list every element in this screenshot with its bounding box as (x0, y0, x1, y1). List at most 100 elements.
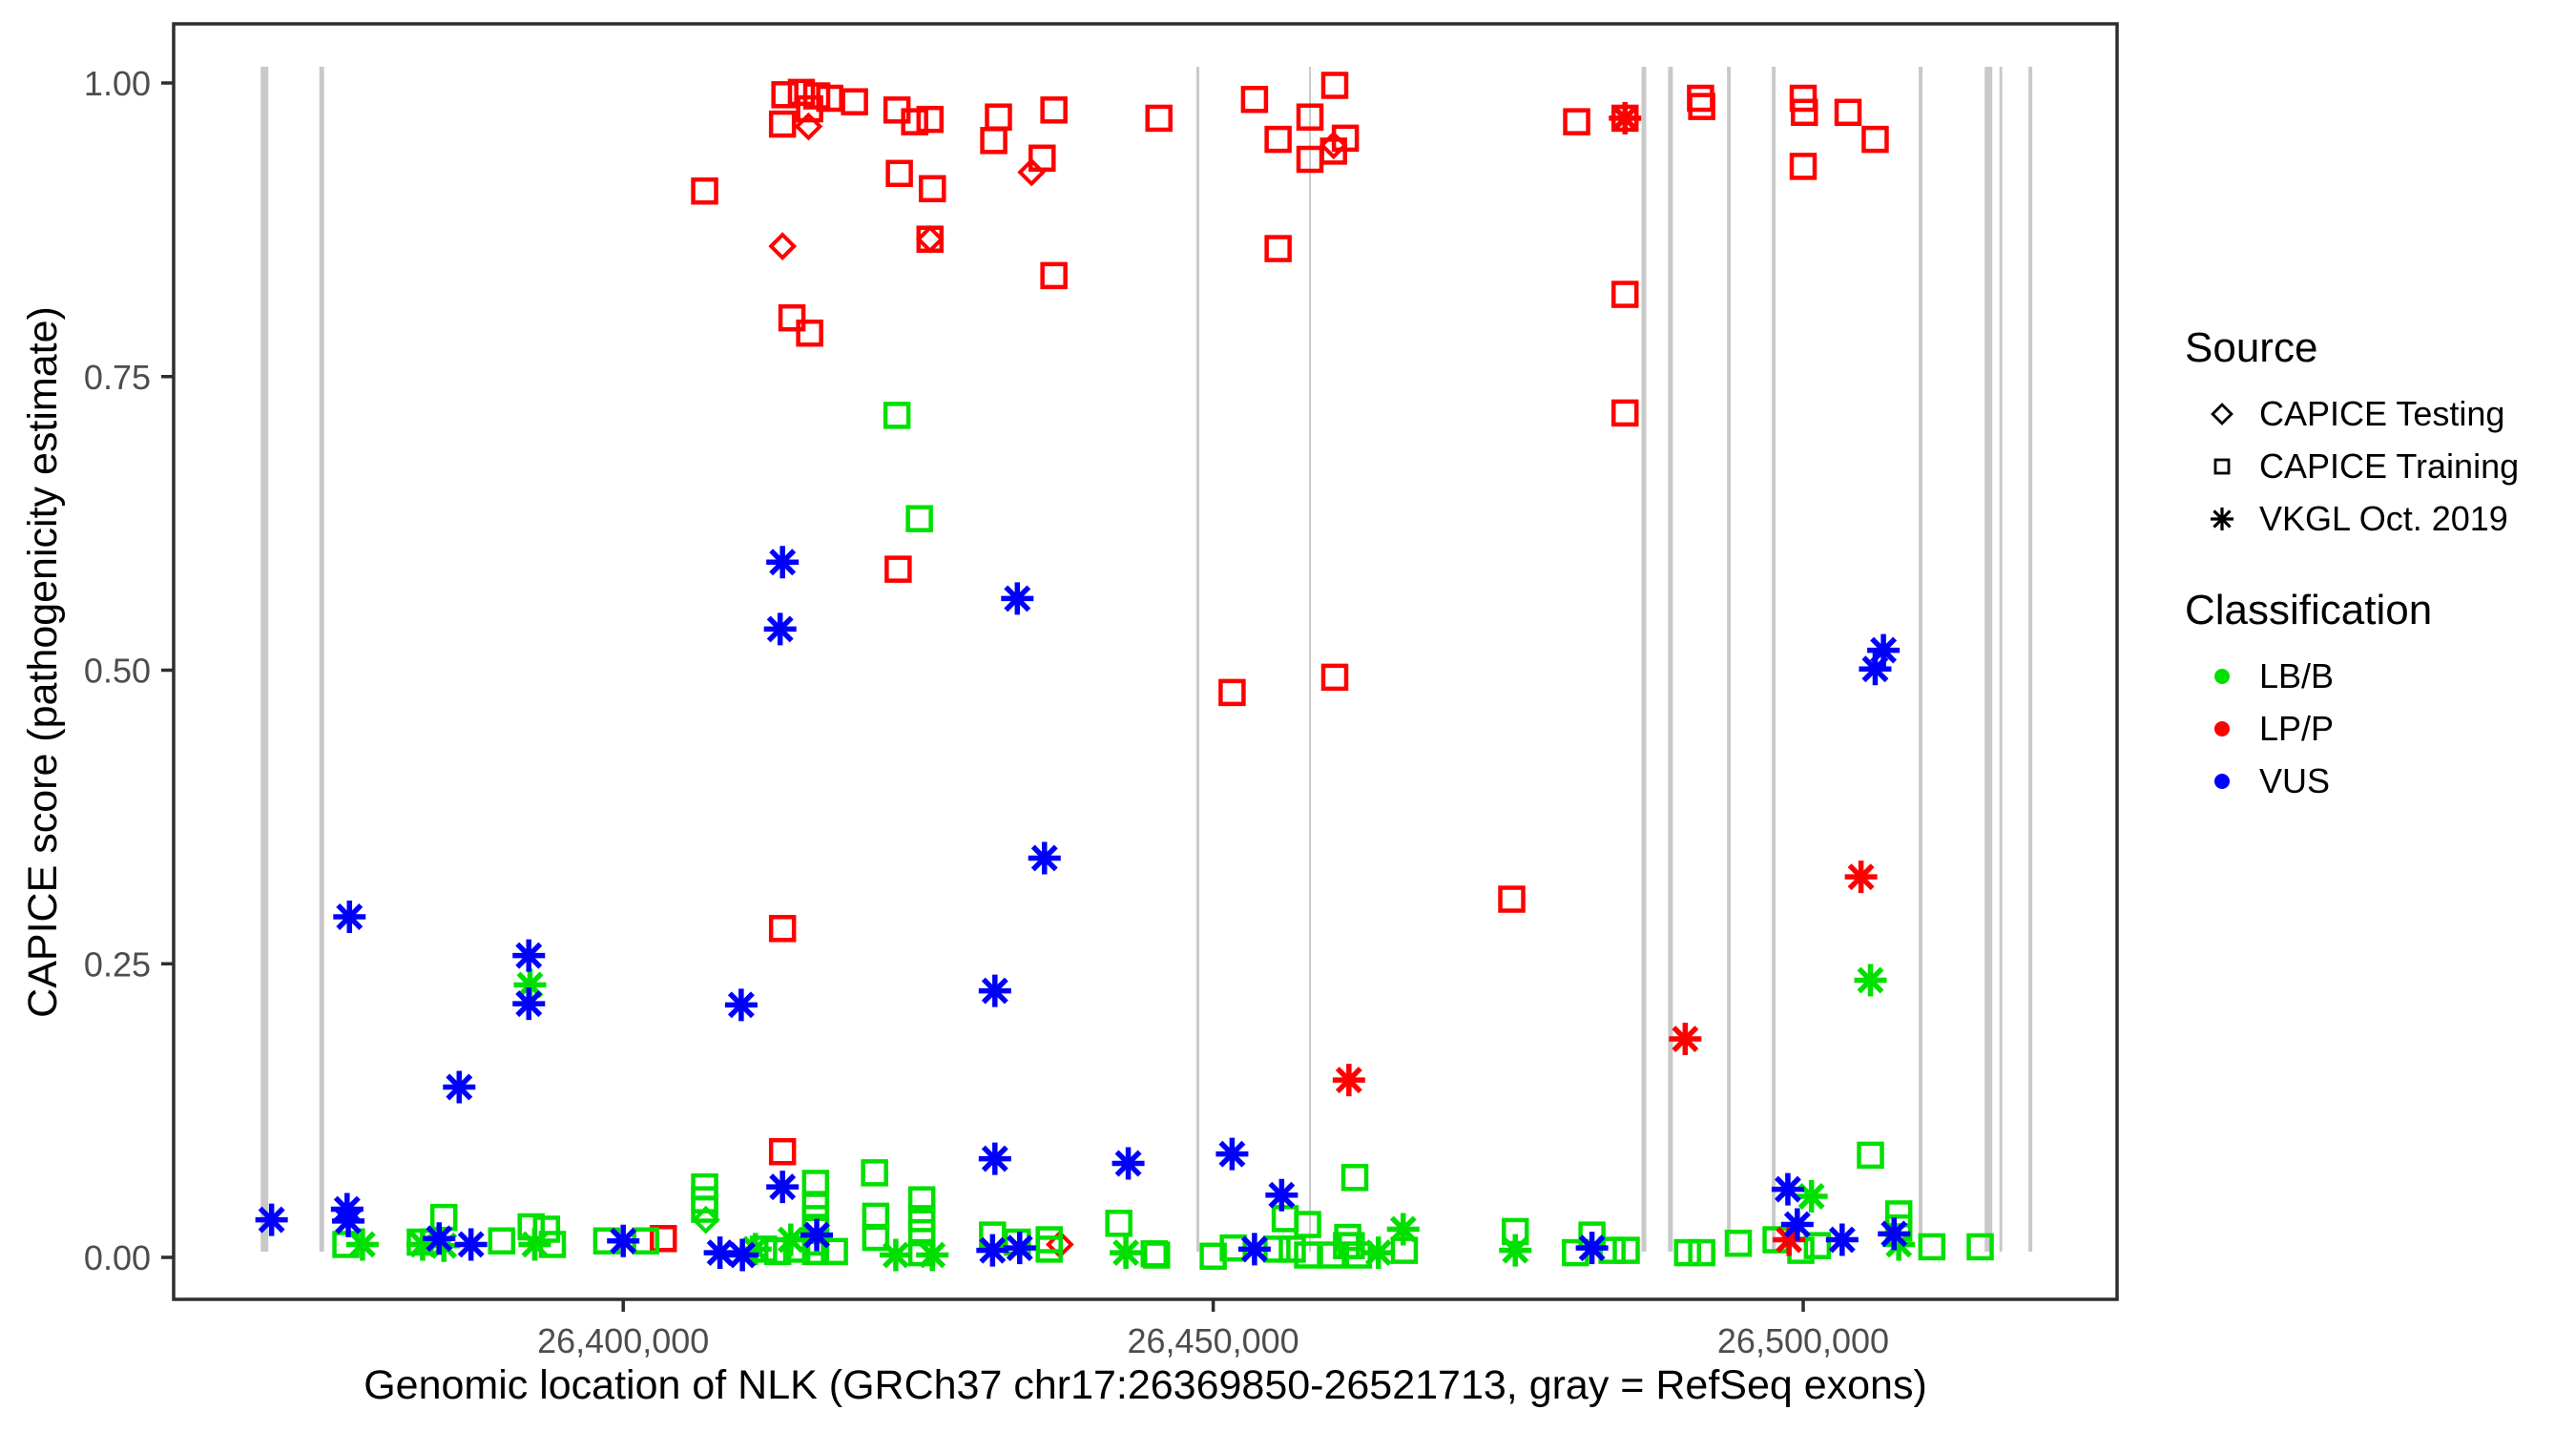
y-tick-label: 0.50 (84, 652, 151, 691)
x-tick-label: 26,400,000 (537, 1321, 709, 1360)
data-point-square (768, 1137, 797, 1166)
data-point-square (1857, 1141, 1884, 1170)
legend-item-capice-testing: CAPICE Testing (2185, 387, 2566, 440)
legend-item-label: CAPICE Testing (2259, 393, 2505, 433)
y-tick-label: 1.00 (84, 64, 151, 103)
data-point-asterisk (255, 1203, 288, 1236)
data-point-square (885, 159, 913, 188)
data-point-square (1294, 1211, 1321, 1238)
data-point-asterisk (1332, 1064, 1365, 1097)
data-point-square (1861, 125, 1889, 154)
data-point-asterisk (800, 1218, 834, 1252)
data-point-square (862, 1223, 890, 1252)
data-point-asterisk (766, 1171, 800, 1204)
data-point-diamond (1017, 157, 1046, 187)
legend-item-label: CAPICE Training (2259, 446, 2520, 486)
data-point-square (980, 127, 1008, 155)
data-point-square (650, 1225, 677, 1253)
vkgl-asterisk-icon (2185, 498, 2259, 540)
legend-item-lpp: LP/P (2185, 702, 2566, 755)
data-point-asterisk (333, 901, 366, 934)
legend-gap (2185, 545, 2566, 587)
legend-classification-title: Classification (2185, 587, 2433, 633)
data-point-square (1145, 104, 1173, 133)
data-point-square (488, 1227, 516, 1255)
data-point-square (1789, 84, 1818, 113)
data-point-square (1035, 1235, 1063, 1263)
data-point-asterisk (1110, 1236, 1143, 1270)
data-point-square (861, 1159, 888, 1187)
panel-border (172, 22, 2119, 1301)
data-point-asterisk (774, 1223, 807, 1256)
data-point-square (691, 1195, 718, 1223)
data-point-asterisk (763, 612, 797, 646)
data-point-square (1563, 108, 1590, 135)
data-point-asterisk (1111, 1147, 1145, 1180)
data-point-square (787, 78, 816, 107)
legend-item-vkgl: VKGL Oct. 2019 (2185, 492, 2566, 545)
data-point-asterisk (1499, 1234, 1532, 1267)
data-point-square (985, 103, 1012, 131)
data-point-square (429, 1203, 458, 1232)
data-point-square (1612, 1236, 1640, 1264)
legend-item-label: LP/P (2259, 708, 2335, 748)
data-point-square (1271, 1205, 1299, 1233)
data-point-square (1294, 1241, 1321, 1269)
data-point-square (1966, 1233, 1994, 1261)
y-tick-label: 0.25 (84, 944, 151, 984)
data-point-asterisk (703, 1236, 737, 1270)
legend-item-vus: VUS (2185, 755, 2566, 807)
x-axis-title: Genomic location of NLK (GRCh37 chr17:26… (364, 1362, 1927, 1408)
legend-item-label: LB/B (2259, 655, 2335, 695)
legend: Source CAPICE Testing CAPICE Training (2185, 324, 2566, 807)
data-point-asterisk (1265, 1178, 1298, 1212)
data-point-square (1724, 1229, 1753, 1257)
data-point-asterisk (1773, 1223, 1806, 1256)
data-point-asterisk (1028, 841, 1061, 875)
data-point-square (1320, 663, 1349, 692)
data-point-asterisk (1669, 1023, 1702, 1056)
data-point-square (1142, 1241, 1171, 1269)
data-point-square (801, 1191, 830, 1218)
data-point-asterisk (724, 988, 758, 1022)
data-point-asterisk (916, 1238, 949, 1272)
data-point-asterisk (1854, 964, 1887, 997)
data-point-square (778, 303, 806, 332)
data-point-square (1296, 145, 1324, 174)
data-point-diamond (691, 1205, 720, 1234)
legend-source-title: Source (2185, 324, 2318, 371)
data-point-asterisk (1780, 1208, 1814, 1241)
data-point-asterisk (726, 1238, 759, 1272)
data-point-asterisk (978, 1142, 1011, 1175)
data-point-asterisk (1575, 1232, 1609, 1265)
data-point-square (1040, 96, 1068, 124)
vus-dot-icon (2185, 760, 2259, 802)
data-point-square (1320, 72, 1349, 99)
data-point-square (796, 94, 823, 123)
data-point-asterisk (405, 1228, 439, 1261)
data-point-square (1688, 1238, 1715, 1267)
data-point-square (691, 177, 718, 205)
data-point-square (916, 225, 945, 253)
data-point-square (1688, 93, 1715, 120)
data-point-square (916, 105, 945, 134)
data-point-square (907, 1186, 936, 1213)
data-point-asterisk (345, 1228, 379, 1261)
data-point-square (883, 402, 911, 429)
data-point-square (768, 110, 797, 138)
y-tick-label: 0.00 (84, 1238, 151, 1277)
x-tick-label: 26,500,000 (1717, 1321, 1889, 1360)
data-point-square (768, 915, 797, 943)
data-point-diamond (768, 232, 798, 260)
data-point-asterisk (879, 1238, 912, 1272)
data-point-asterisk (1867, 633, 1901, 667)
data-point-square (905, 505, 933, 532)
data-point-asterisk (976, 1234, 1009, 1267)
data-point-square (1790, 98, 1818, 127)
data-point-square (1264, 125, 1292, 154)
data-point-asterisk (512, 939, 546, 972)
data-point-asterisk (423, 1222, 456, 1255)
lpp-dot-icon (2185, 708, 2259, 750)
data-point-asterisk (1844, 861, 1878, 894)
